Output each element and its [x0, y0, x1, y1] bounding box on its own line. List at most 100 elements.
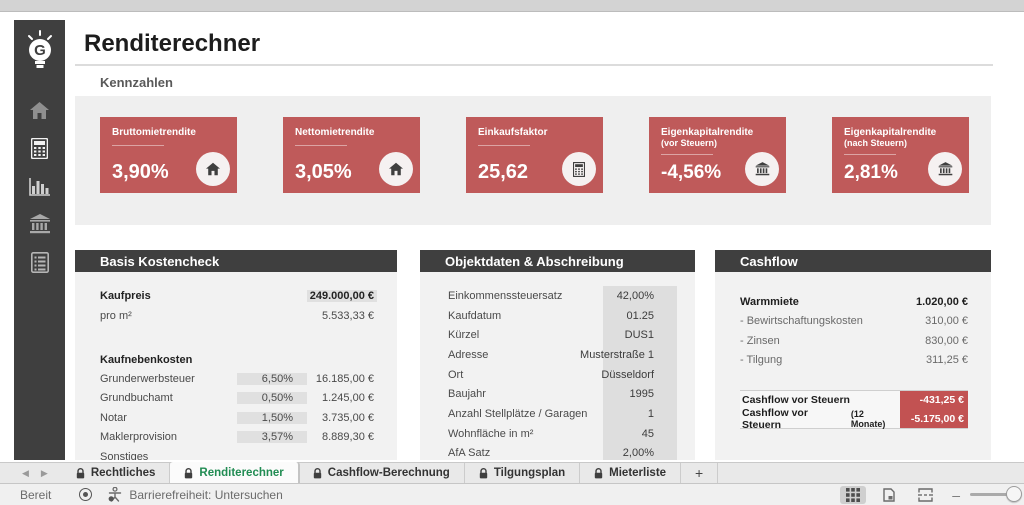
house-icon — [379, 152, 413, 186]
row-label: Kaufdatum — [448, 309, 502, 322]
kpi-card-eigenkapitalrendite-vor-steuern: Eigenkapitalrendite (vor Steuern) -4,56% — [649, 117, 786, 193]
cashflow-totals: Cashflow vor Steuern -431,25 € Cashflow … — [740, 390, 968, 431]
row-label: Sonstiges — [100, 450, 149, 460]
sidebar-calculator-icon[interactable] — [29, 137, 51, 159]
row-label: Grundbuchamt — [100, 392, 173, 405]
row-label: - Bewirtschaftungskosten — [740, 315, 863, 328]
panel-title: Cashflow — [715, 250, 991, 272]
total-value-negative: -431,25 € — [900, 391, 968, 410]
row-value: 8.889,30 € — [322, 431, 374, 444]
tab-mieterliste[interactable]: Mieterliste — [580, 463, 682, 483]
row-value[interactable]: 42,00% — [616, 289, 654, 302]
sidebar-bar-chart-icon[interactable] — [28, 175, 51, 197]
row-value[interactable]: 01.25 — [626, 309, 654, 322]
lightbulb-g-logo: G — [23, 30, 57, 77]
status-bar: Bereit Barrierefreiheit: Untersuchen – — [0, 483, 1024, 505]
sheet-tab-bar: ◀ ▶ Rechtliches Renditerechner Cashflow-… — [0, 462, 1024, 484]
pct-input-cell[interactable]: 1,50% — [237, 411, 307, 424]
row-label: Wohnfläche in m² — [448, 427, 534, 440]
row-label: AfA Satz — [448, 447, 491, 460]
row-label: Grunderwerbsteuer — [100, 372, 195, 385]
kpi-value: -4,56% — [661, 162, 722, 183]
lock-icon — [594, 467, 603, 478]
row-label: - Tilgung — [740, 354, 783, 367]
kpi-card-bruttomietrendite: Bruttomietrendite 3,90% — [100, 117, 237, 193]
tab-cashflow-berechnung[interactable]: Cashflow-Berechnung — [299, 463, 465, 483]
kaufpreis-input-cell[interactable]: 249.000,00 € — [307, 290, 377, 302]
row-value[interactable]: 1995 — [629, 388, 654, 401]
accessibility-status[interactable]: Barrierefreiheit: Untersuchen — [108, 487, 283, 502]
total-value-negative: -5.175,00 € — [900, 409, 968, 428]
kpi-value: 3,05% — [295, 161, 352, 183]
row-label: Notar — [100, 411, 127, 424]
row-value[interactable]: 2,00% — [622, 447, 654, 460]
calculator-icon — [562, 152, 596, 186]
pct-input-cell[interactable]: 6,50% — [237, 372, 307, 385]
row-label: Warmmiete — [740, 295, 799, 308]
kpi-title: Bruttomietrendite — [112, 127, 196, 138]
workbook-sidebar: G — [14, 20, 65, 460]
panel-cashflow: Cashflow Warmmiete 1.020,00 € - Bewirtsch… — [715, 250, 991, 460]
row-value[interactable]: Musterstraße 1 — [580, 348, 654, 361]
kpi-card-nettomietrendite: Nettomietrendite 3,05% — [283, 117, 420, 193]
row-label: Anzahl Stellplätze / Garagen — [448, 407, 588, 420]
row-label: Maklerprovision — [100, 431, 178, 444]
pct-input-cell[interactable]: 3,57% — [237, 431, 307, 444]
kpi-subtitle: (nach Steuern) — [844, 138, 908, 148]
row-value: 5.533,33 € — [322, 310, 374, 322]
bank-icon — [928, 152, 962, 186]
row-value[interactable]: 45 — [641, 427, 654, 440]
row-value[interactable]: 1 — [647, 407, 654, 420]
row-value[interactable]: Düsseldorf — [601, 368, 654, 381]
page-layout-icon[interactable] — [876, 486, 902, 504]
panel-objektdaten: Objektdaten & Abschreibung Einkommensste… — [420, 250, 695, 460]
kpi-title: Einkaufsfaktor — [478, 127, 548, 138]
kpi-value: 3,90% — [112, 161, 169, 183]
row-label: Ort — [448, 368, 464, 381]
row-label: Adresse — [448, 348, 489, 361]
kpi-value: 2,81% — [844, 162, 898, 183]
row-value[interactable]: DUS1 — [624, 329, 654, 342]
zoom-slider-handle[interactable] — [1006, 486, 1022, 502]
zoom-out-button[interactable]: – — [952, 486, 960, 503]
row-value: 310,00 € — [925, 315, 968, 328]
status-ready: Bereit — [20, 487, 52, 502]
row-value: 830,00 € — [925, 334, 968, 347]
sidebar-bank-icon[interactable] — [29, 213, 51, 235]
add-sheet-button[interactable]: + — [681, 463, 719, 483]
macro-record-icon[interactable] — [79, 488, 93, 501]
row-value: 1.020,00 € — [916, 295, 968, 308]
window-title-strip — [0, 0, 1024, 12]
tab-renditerechner[interactable]: Renditerechner — [170, 462, 299, 484]
kennzahlen-label: Kennzahlen — [100, 75, 173, 90]
pct-input-cell[interactable]: 0,50% — [237, 392, 307, 405]
prev-sheet-arrow-icon[interactable]: ◀ — [22, 467, 29, 478]
kpi-card-eigenkapitalrendite-nach-steuern: Eigenkapitalrendite (nach Steuern) 2,81% — [832, 117, 969, 193]
group-label: Kaufnebenkosten — [100, 353, 193, 366]
row-label: - Zinsen — [740, 334, 780, 347]
row-value: 311,25 € — [925, 354, 968, 367]
accessibility-person-icon — [108, 487, 122, 502]
row-value: 3.735,00 € — [322, 411, 374, 424]
sidebar-home-icon[interactable] — [29, 99, 51, 121]
bank-icon — [745, 152, 779, 186]
kpi-band: Bruttomietrendite 3,90% Nettomietrendite… — [75, 96, 991, 225]
tab-rechtliches[interactable]: Rechtliches — [62, 463, 171, 483]
objektdaten-input-column[interactable] — [603, 286, 677, 460]
lock-icon — [76, 467, 85, 478]
page-break-preview-icon[interactable] — [912, 486, 938, 504]
lock-icon — [313, 467, 321, 478]
row-label: Kaufpreis — [100, 290, 151, 302]
next-sheet-arrow-icon[interactable]: ▶ — [40, 467, 48, 478]
normal-view-icon[interactable] — [840, 485, 867, 504]
row-label: pro m² — [100, 310, 132, 322]
page-title: Renditerechner — [84, 30, 261, 57]
sidebar-list-icon[interactable] — [29, 251, 51, 273]
zoom-slider[interactable] — [970, 486, 1022, 502]
kpi-title: Eigenkapitalrendite — [844, 127, 937, 138]
svg-text:G: G — [34, 42, 46, 59]
tab-tilgungsplan[interactable]: Tilgungsplan — [465, 463, 581, 483]
lock-icon — [479, 467, 488, 478]
kpi-title: Nettomietrendite — [295, 127, 375, 138]
